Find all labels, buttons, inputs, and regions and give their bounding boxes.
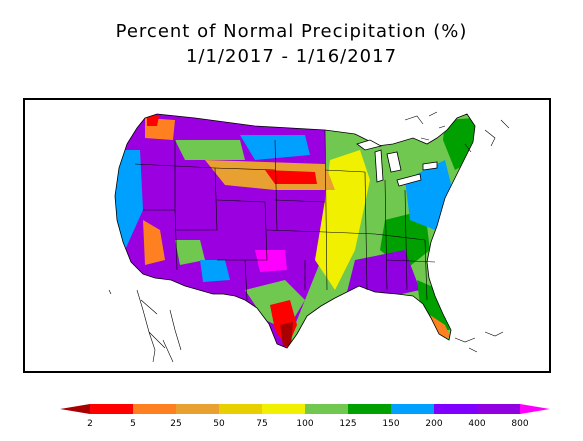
us-map-svg <box>108 111 510 363</box>
legend-swatch <box>90 404 134 414</box>
legend-swatch <box>305 404 349 414</box>
legend-tick-label: 2 <box>87 419 93 429</box>
precipitation-map <box>23 98 551 373</box>
legend-colorbar <box>60 404 550 414</box>
legend-swatch <box>434 404 478 414</box>
legend-tick-label: 800 <box>511 419 529 429</box>
legend-swatch <box>262 404 306 414</box>
legend-swatch <box>477 404 521 414</box>
color-legend: 2 5 25 50 75 100 125 150 200 400 800 <box>60 400 550 440</box>
legend-swatch <box>176 404 220 414</box>
legend-tick-label: 75 <box>256 419 268 429</box>
legend-tick-label: 150 <box>382 419 400 429</box>
legend-swatch <box>348 404 392 414</box>
precip-shading <box>115 114 475 348</box>
legend-tick-label: 200 <box>425 419 443 429</box>
map-title: Percent of Normal Precipitation (%) <box>115 21 468 42</box>
great-lakes <box>356 139 438 187</box>
legend-swatch <box>219 404 263 414</box>
legend-swatch <box>133 404 177 414</box>
legend-swatch-high <box>520 404 550 414</box>
legend-tick-label: 125 <box>339 419 357 429</box>
legend-swatch <box>391 404 435 414</box>
legend-tick-label: 25 <box>170 419 182 429</box>
legend-tick-label: 5 <box>130 419 136 429</box>
legend-tick-label: 50 <box>213 419 225 429</box>
legend-swatch-low <box>60 404 90 414</box>
state-borders <box>134 129 436 301</box>
legend-tick-label: 100 <box>296 419 314 429</box>
neighbor-coastlines <box>108 111 510 363</box>
legend-tick-label: 400 <box>468 419 486 429</box>
map-date-range: 1/1/2017 - 1/16/2017 <box>185 46 398 67</box>
